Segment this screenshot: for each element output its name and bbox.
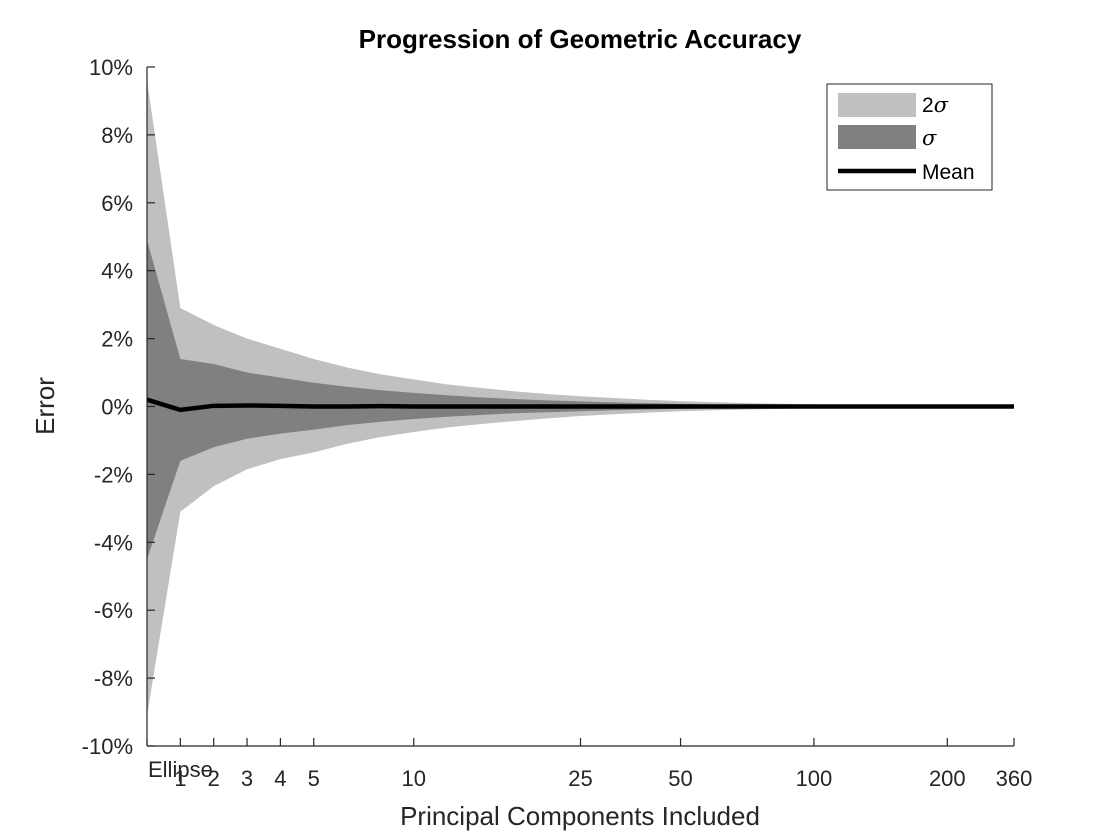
y-tick-label: -6% [94, 598, 133, 623]
x-tick-label: Ellipse [148, 757, 213, 782]
chart-title: Progression of Geometric Accuracy [359, 24, 802, 54]
legend-swatch-2sigma [838, 93, 916, 117]
y-tick-label: -8% [94, 666, 133, 691]
x-tick-label: 200 [929, 766, 966, 791]
x-tick-label: 3 [241, 766, 253, 791]
band-2sigma [147, 80, 1014, 716]
band-sigma [147, 240, 1014, 560]
y-tick-label: -2% [94, 462, 133, 487]
legend-label-2sigma-main: 2 [922, 94, 934, 117]
y-axis-label: Error [30, 377, 60, 435]
x-tick-label: 100 [796, 766, 833, 791]
legend-label-2sigma: 2σ [922, 93, 949, 117]
x-tick-label: 360 [996, 766, 1033, 791]
legend-swatch-sigma [838, 125, 916, 149]
legend-label-2sigma-sym: σ [934, 93, 949, 117]
y-tick-label: 10% [89, 55, 133, 80]
y-tick-label: 2% [101, 327, 133, 352]
y-tick-label: -10% [82, 734, 133, 759]
x-axis-label: Principal Components Included [400, 801, 760, 831]
x-tick-label: 2 [208, 766, 220, 791]
y-tick-label: -4% [94, 530, 133, 555]
x-tick-label: 5 [308, 766, 320, 791]
y-tick-label: 8% [101, 123, 133, 148]
x-tick-label: 50 [668, 766, 692, 791]
plot-area [146, 80, 1014, 716]
x-tick-label: 10 [402, 766, 426, 791]
x-tick-label: 4 [274, 766, 286, 791]
y-tick-label: 6% [101, 191, 133, 216]
x-tick-label: 1 [174, 766, 186, 791]
mean-line [146, 397, 1014, 413]
legend-label-sigma-sym: σ [922, 126, 937, 150]
y-tick-label: 0% [101, 395, 133, 420]
x-tick-label: 25 [568, 766, 592, 791]
y-tick-label: 4% [101, 259, 133, 284]
legend: 2σ σ Mean [826, 83, 993, 191]
y-ticks: -10% -8% -6% -4% -2% 0% 2% 4% 6% 8% 10% [82, 55, 155, 759]
legend-label-sigma: σ [922, 126, 937, 150]
legend-label-mean: Mean [922, 161, 975, 184]
